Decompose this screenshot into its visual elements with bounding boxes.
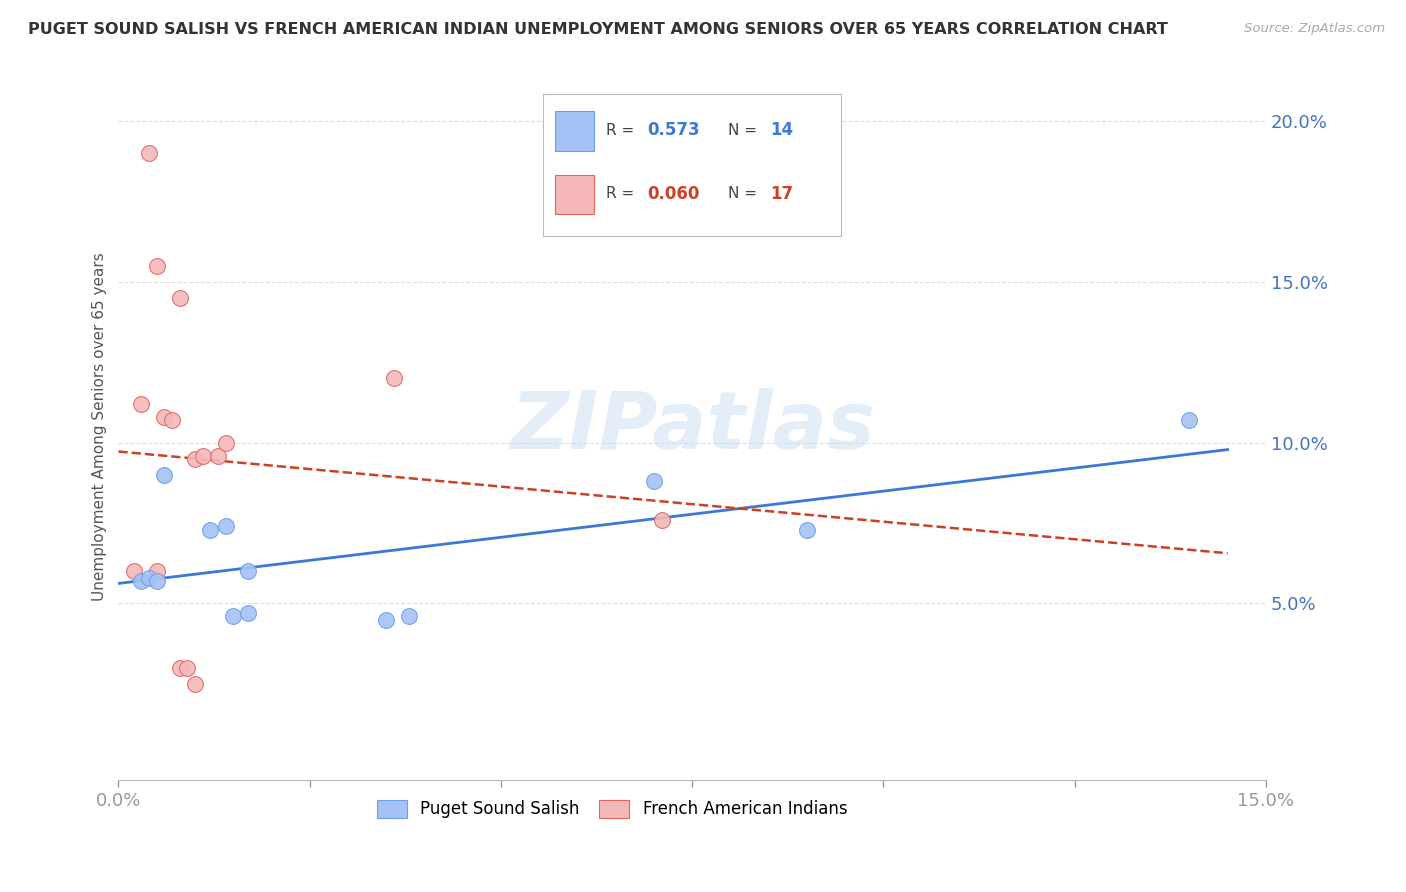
Text: ZIPatlas: ZIPatlas bbox=[509, 388, 875, 466]
Point bbox=[796, 523, 818, 537]
Point bbox=[145, 259, 167, 273]
Point bbox=[222, 609, 245, 624]
Point bbox=[184, 677, 207, 691]
Point bbox=[375, 613, 398, 627]
Point bbox=[184, 451, 207, 466]
Point bbox=[238, 564, 260, 578]
Point bbox=[398, 609, 420, 624]
Point bbox=[131, 397, 153, 411]
Point bbox=[200, 523, 222, 537]
Point bbox=[145, 564, 167, 578]
Point bbox=[382, 371, 405, 385]
Text: PUGET SOUND SALISH VS FRENCH AMERICAN INDIAN UNEMPLOYMENT AMONG SENIORS OVER 65 : PUGET SOUND SALISH VS FRENCH AMERICAN IN… bbox=[28, 22, 1168, 37]
Point bbox=[138, 146, 160, 161]
Text: Source: ZipAtlas.com: Source: ZipAtlas.com bbox=[1244, 22, 1385, 36]
Point bbox=[145, 574, 167, 588]
Point bbox=[153, 409, 176, 424]
Point bbox=[651, 513, 673, 527]
Point bbox=[207, 449, 229, 463]
Point bbox=[643, 475, 665, 489]
Point bbox=[160, 413, 183, 427]
Point bbox=[138, 571, 160, 585]
Point bbox=[169, 661, 191, 675]
Y-axis label: Unemployment Among Seniors over 65 years: Unemployment Among Seniors over 65 years bbox=[93, 252, 107, 601]
Point bbox=[214, 519, 236, 533]
Point bbox=[1178, 413, 1201, 427]
Legend: Puget Sound Salish, French American Indians: Puget Sound Salish, French American Indi… bbox=[370, 793, 853, 825]
Point bbox=[122, 564, 145, 578]
Point bbox=[214, 435, 236, 450]
Point bbox=[153, 467, 176, 482]
Point bbox=[169, 291, 191, 305]
Point bbox=[176, 661, 198, 675]
Point bbox=[238, 606, 260, 620]
Point bbox=[191, 449, 214, 463]
Point bbox=[131, 574, 153, 588]
